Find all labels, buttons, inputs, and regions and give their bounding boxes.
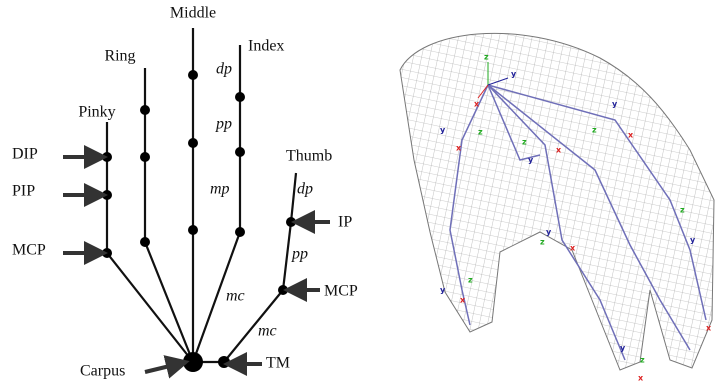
axis-label: z (478, 128, 483, 137)
hand-mesh: x y z x y z x y z x y z x y z x y z x y … (400, 33, 714, 382)
bone (193, 173, 296, 362)
axis-label: z (592, 126, 597, 135)
arrows (63, 157, 330, 372)
joint-label: MCP (324, 283, 358, 300)
axis-label: y (690, 236, 696, 245)
joint-label: DIP (12, 146, 38, 163)
axis-label: z (468, 276, 473, 285)
finger-label: Index (248, 38, 284, 55)
joint-label: Carpus (80, 363, 125, 380)
axis-label: x (638, 374, 644, 383)
axis-label: y (528, 156, 534, 165)
axis-label: x (474, 100, 480, 109)
joint-label: MCP (12, 242, 46, 259)
segment-label: pp (215, 116, 232, 133)
finger-label: Middle (170, 5, 216, 22)
axis-label: z (640, 356, 645, 365)
axis-label: x (460, 296, 466, 305)
axis-label: y (440, 126, 446, 135)
joint-label: IP (338, 214, 352, 231)
axis-label: z (680, 206, 685, 215)
finger-label: Thumb (286, 148, 332, 165)
segment-label: dp (297, 181, 313, 198)
joint-label: TM (266, 355, 290, 372)
axis-label: z (522, 138, 527, 147)
finger-label: Pinky (78, 104, 115, 121)
axis-label: x (570, 244, 576, 253)
axis-label: z (484, 53, 489, 62)
bone (193, 45, 240, 362)
axis-label: x (556, 146, 562, 155)
segment-label: mc (258, 323, 277, 340)
joint-label: PIP (12, 183, 35, 200)
skeleton-diagram: Middle Ring Index Pinky Thumb DIP PIP MC… (12, 5, 358, 380)
axis-label: x (706, 324, 712, 333)
axis-label: x (628, 131, 634, 140)
axis-label: y (511, 70, 517, 79)
figure: Middle Ring Index Pinky Thumb DIP PIP MC… (0, 0, 716, 386)
axis-label: y (440, 286, 446, 295)
segment-label: pp (291, 246, 308, 263)
axis-label: y (546, 228, 552, 237)
segment-label: mp (210, 181, 230, 198)
finger-label: Ring (104, 48, 135, 65)
axis-label: y (620, 344, 626, 353)
axis-label: x (456, 144, 462, 153)
bone (145, 68, 193, 362)
axis-label: y (612, 100, 618, 109)
segment-label: dp (216, 61, 232, 78)
axis-label: z (540, 238, 545, 247)
segment-label: mc (226, 288, 245, 305)
